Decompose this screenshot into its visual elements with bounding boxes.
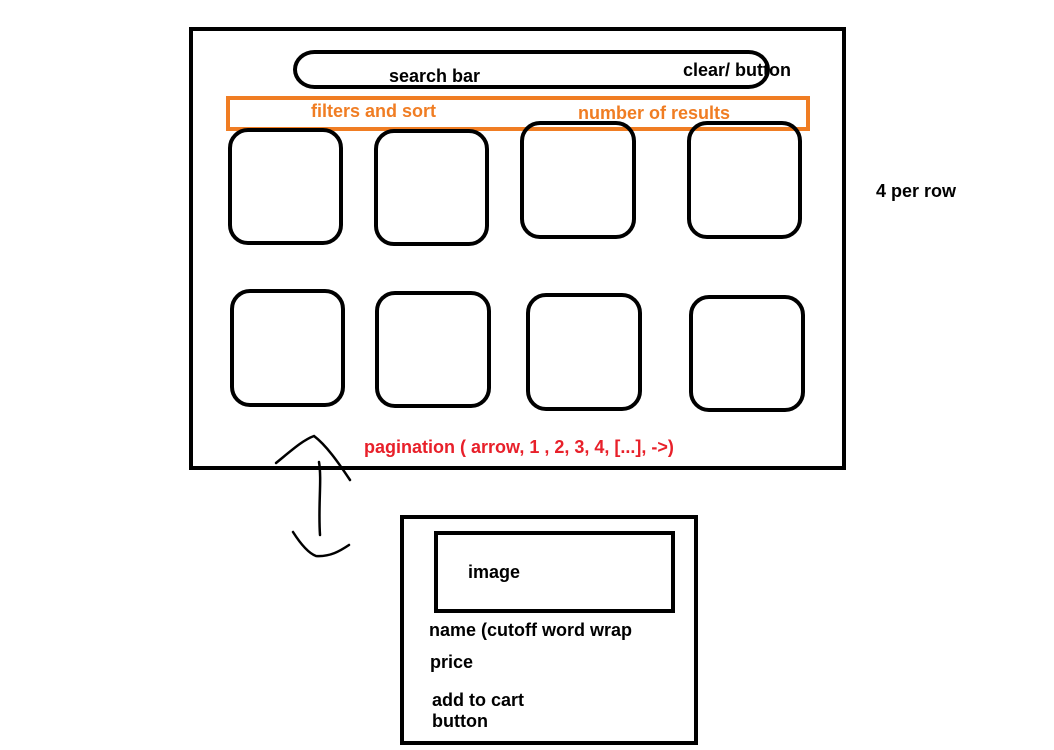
- product-image-placeholder[interactable]: [434, 531, 675, 613]
- price-label: price: [430, 652, 474, 672]
- image-label: image: [468, 562, 521, 582]
- product-tile[interactable]: [526, 293, 642, 411]
- product-tile[interactable]: [228, 128, 343, 245]
- add-to-cart-label-line1[interactable]: add to cart: [432, 690, 525, 710]
- pagination-label[interactable]: pagination ( arrow, 1 , 2, 3, 4, [...], …: [364, 437, 674, 457]
- product-tile[interactable]: [230, 289, 345, 407]
- search-bar[interactable]: [293, 50, 770, 89]
- results-page-frame: [189, 27, 846, 470]
- product-name-label: name (cutoff word wrap: [429, 620, 633, 640]
- add-to-cart-label-line2[interactable]: button: [432, 711, 488, 731]
- clear-button-label[interactable]: clear/ button: [683, 60, 792, 80]
- product-card-frame: [400, 515, 698, 745]
- tiles-per-row-note: 4 per row: [876, 181, 957, 201]
- number-of-results-label: number of results: [578, 103, 731, 123]
- product-tile[interactable]: [520, 121, 636, 239]
- filters-and-sort-label[interactable]: filters and sort: [311, 101, 437, 121]
- product-tile[interactable]: [375, 291, 491, 408]
- search-bar-label: search bar: [389, 66, 481, 86]
- product-tile[interactable]: [374, 129, 489, 246]
- product-tile[interactable]: [687, 121, 802, 239]
- filters-and-results-bar[interactable]: [226, 96, 810, 131]
- product-tile[interactable]: [689, 295, 805, 412]
